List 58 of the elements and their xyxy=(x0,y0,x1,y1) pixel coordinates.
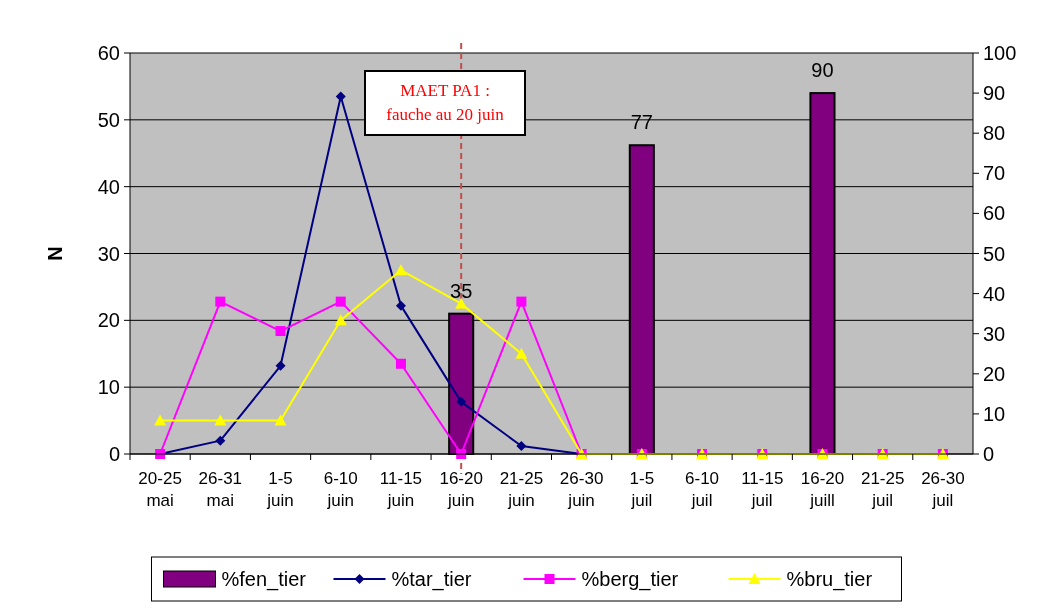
x-tick-label: 20-25 mai xyxy=(138,469,182,510)
point xyxy=(516,440,527,451)
x-tick-label: 26-30 juin xyxy=(559,469,604,510)
x-tick-label: 21-25 juin xyxy=(499,469,544,510)
point xyxy=(456,396,467,407)
y-axis-title: N xyxy=(44,246,66,261)
x-tick-label: 1-5 juil xyxy=(629,469,655,510)
data-label: 90 xyxy=(811,59,834,82)
point xyxy=(215,435,226,446)
legend-label: %berg_tier xyxy=(581,568,679,591)
y-tick-label: 50 xyxy=(97,108,120,131)
y2-tick-label: 80 xyxy=(983,122,1006,145)
point xyxy=(516,296,527,307)
y-tick-label: 10 xyxy=(97,376,120,399)
y2-tick-label: 70 xyxy=(983,162,1006,185)
point xyxy=(334,314,347,326)
y2-tick-label: 0 xyxy=(983,443,995,465)
point xyxy=(275,326,286,337)
point xyxy=(455,297,468,309)
data-label: 35 xyxy=(450,279,473,302)
x-tick-label: 6-10 juil xyxy=(685,469,720,510)
x-tick-label: 21-25 juil xyxy=(860,469,905,510)
legend-label: %fen_tier xyxy=(221,568,307,591)
point xyxy=(515,347,528,359)
y2-tick-label: 100 xyxy=(983,42,1017,64)
y2-tick-label: 10 xyxy=(983,402,1006,425)
y2-tick-label: 30 xyxy=(983,322,1006,345)
point xyxy=(335,296,346,307)
y2-tick-label: 60 xyxy=(983,202,1006,225)
x-tick-label: 11-15 juin xyxy=(379,469,423,510)
x-tick-label: 11-15 juil xyxy=(741,469,784,510)
x-tick-label: 26-31 mai xyxy=(198,469,243,510)
point xyxy=(274,414,287,426)
x-tick-label: 1-5 juin xyxy=(266,469,294,510)
point xyxy=(214,414,227,426)
y2-tick-label: 40 xyxy=(983,282,1006,305)
x-tick-label: 26-30 juil xyxy=(921,469,965,510)
annotation: MAET PA1 : fauche au 20 juin xyxy=(386,81,505,124)
y2-tick-label: 90 xyxy=(983,82,1006,105)
x-tick-label: 16-20 juill xyxy=(800,469,845,510)
point xyxy=(395,300,406,311)
legend-label: %bru_tier xyxy=(786,568,873,591)
point xyxy=(154,414,167,426)
y2-tick-label: 20 xyxy=(983,362,1006,385)
y-tick-label: 0 xyxy=(108,443,120,465)
legend-label: %tar_tier xyxy=(391,568,472,591)
point xyxy=(215,296,226,307)
x-tick-label: 6-10 juin xyxy=(323,469,358,510)
point xyxy=(275,360,286,371)
x-tick-label: 16-20 juin xyxy=(439,469,483,510)
point xyxy=(394,264,407,276)
y2-tick-label: 50 xyxy=(983,242,1006,265)
y-tick-label: 60 xyxy=(97,42,120,64)
point xyxy=(395,358,406,369)
y-tick-label: 40 xyxy=(97,175,120,198)
y-tick-label: 20 xyxy=(97,309,120,332)
point xyxy=(335,91,346,102)
y-tick-label: 30 xyxy=(97,242,120,265)
